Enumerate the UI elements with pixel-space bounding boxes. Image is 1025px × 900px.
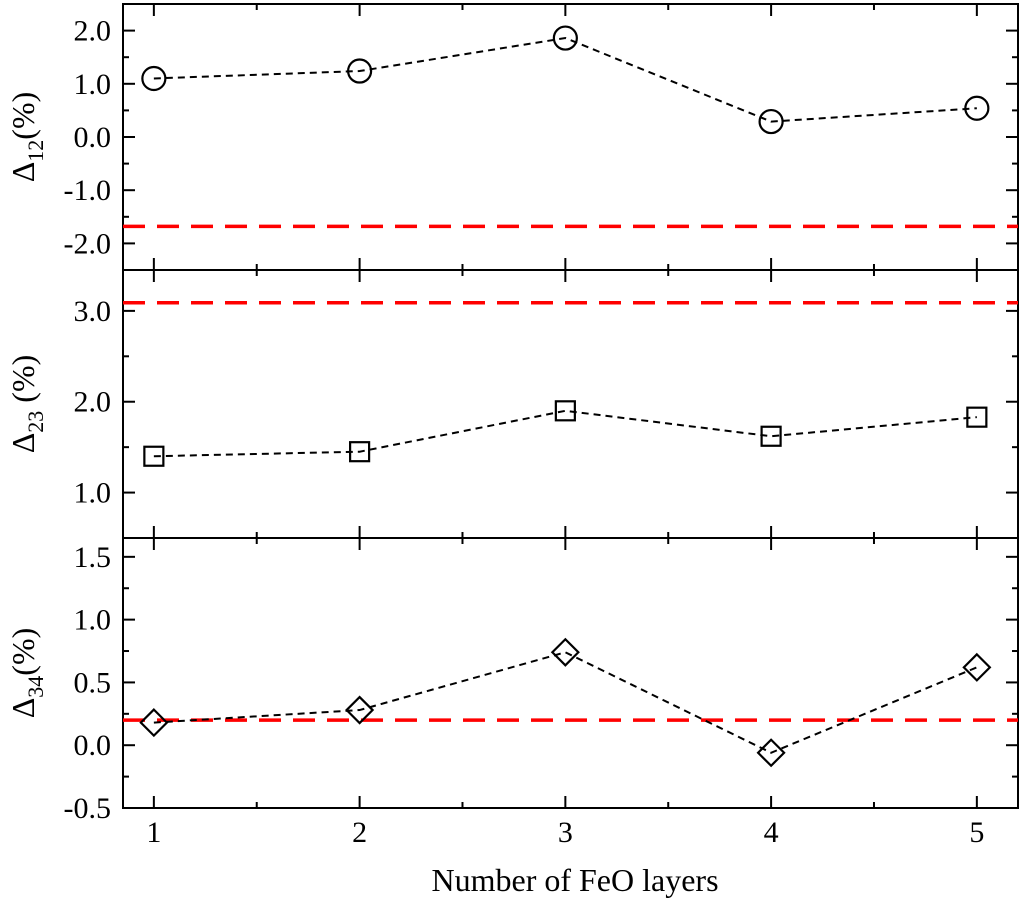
panel-1: -2.0 -1.0 0.0 1.0 2.0 Δ12(%) xyxy=(5,3,1019,271)
y-tick-label: 1.0 xyxy=(74,68,112,101)
chart-panels: -2.0 -1.0 0.0 1.0 2.0 Δ12(%) 1.0 2.0 3.0 Δ23 (%) -… xyxy=(5,3,1019,849)
x-tick-label: 3 xyxy=(558,816,573,849)
data-point xyxy=(756,738,786,768)
series-line xyxy=(153,409,977,458)
y-tick-label: 3.0 xyxy=(74,295,112,328)
data-point xyxy=(552,25,578,51)
x-tick-label: 5 xyxy=(969,816,984,849)
data-point xyxy=(550,637,580,667)
data-point xyxy=(139,708,169,738)
y-tick-label: 1.5 xyxy=(74,541,112,574)
x-tick-label: 1 xyxy=(146,816,161,849)
data-point xyxy=(141,65,167,92)
plot-frame xyxy=(122,537,1019,809)
data-point xyxy=(349,441,371,463)
data-point xyxy=(345,695,375,725)
y-tick-label: 2.0 xyxy=(74,15,112,48)
x-tick-label: 4 xyxy=(764,816,779,849)
data-point xyxy=(758,108,784,135)
y-axis-label: Δ23 (%) xyxy=(5,355,48,454)
data-point xyxy=(554,400,576,422)
y-tick-label: 0.0 xyxy=(74,121,112,154)
data-point xyxy=(964,95,990,121)
y-tick-label: -2.0 xyxy=(64,227,112,260)
y-tick-label: 1.0 xyxy=(74,477,112,510)
plot-frame xyxy=(122,269,1019,539)
data-point xyxy=(143,445,165,467)
data-point xyxy=(347,58,373,84)
x-axis-label: Number of FeO layers xyxy=(431,862,718,898)
y-axis-label: Δ12(%) xyxy=(5,92,48,183)
y-tick-label: 1.0 xyxy=(74,604,112,637)
series-line xyxy=(153,37,977,123)
y-tick-label: 2.0 xyxy=(74,386,112,419)
data-point xyxy=(966,406,988,428)
y-axis-label: Δ34(%) xyxy=(5,628,48,719)
panel-2: 1.0 2.0 3.0 Δ23 (%) xyxy=(5,269,1019,539)
panel-3: -0.5 0.0 0.5 1.0 1.5 Δ34(%) xyxy=(5,537,1019,825)
y-tick-label: -0.5 xyxy=(64,792,112,825)
data-point xyxy=(962,652,992,682)
data-point xyxy=(760,425,782,447)
plot-frame xyxy=(122,3,1019,271)
y-tick-label: -1.0 xyxy=(64,174,112,207)
y-tick-label: 0.5 xyxy=(74,666,112,699)
y-tick-label: 0.0 xyxy=(74,729,112,762)
x-tick-label: 2 xyxy=(352,816,367,849)
series-line xyxy=(153,651,978,754)
